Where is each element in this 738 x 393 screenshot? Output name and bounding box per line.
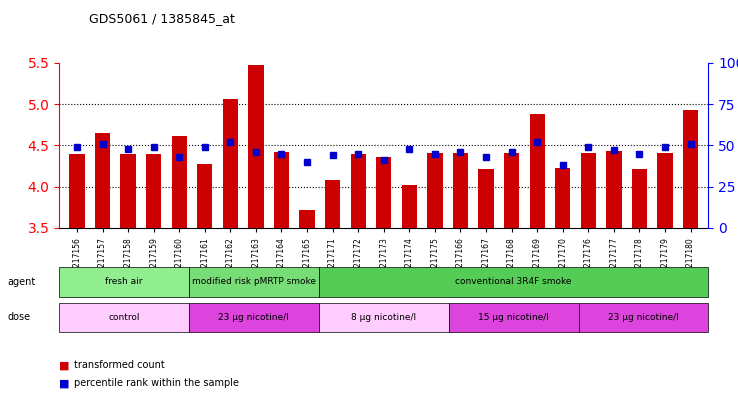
Bar	[69, 154, 85, 228]
Text: control: control	[108, 313, 139, 322]
Text: conventional 3R4F smoke: conventional 3R4F smoke	[455, 277, 572, 286]
Bar	[248, 64, 263, 228]
Bar	[529, 114, 545, 228]
Bar	[427, 153, 443, 228]
Bar	[555, 168, 570, 228]
Text: 23 μg nicotine/l: 23 μg nicotine/l	[608, 313, 679, 322]
Text: 23 μg nicotine/l: 23 μg nicotine/l	[218, 313, 289, 322]
Text: dose: dose	[7, 312, 30, 322]
Bar	[478, 169, 494, 228]
Bar	[401, 185, 417, 228]
Bar	[300, 210, 314, 228]
Text: 8 μg nicotine/l: 8 μg nicotine/l	[351, 313, 416, 322]
Text: agent: agent	[7, 277, 35, 287]
Text: ■: ■	[59, 378, 69, 388]
Bar	[453, 153, 468, 228]
Bar	[351, 154, 366, 228]
Bar	[197, 163, 213, 228]
Text: percentile rank within the sample: percentile rank within the sample	[74, 378, 239, 388]
Bar	[606, 151, 621, 228]
Bar	[120, 154, 136, 228]
Bar	[683, 110, 698, 228]
Bar	[95, 133, 110, 228]
Text: modified risk pMRTP smoke: modified risk pMRTP smoke	[192, 277, 316, 286]
Bar	[325, 180, 340, 228]
Bar	[504, 153, 520, 228]
Bar	[376, 157, 391, 228]
Bar	[658, 153, 672, 228]
Bar	[171, 136, 187, 228]
Text: GDS5061 / 1385845_at: GDS5061 / 1385845_at	[89, 12, 235, 25]
Text: 15 μg nicotine/l: 15 μg nicotine/l	[478, 313, 549, 322]
Text: ■: ■	[59, 360, 69, 371]
Text: transformed count: transformed count	[74, 360, 165, 371]
Bar	[223, 99, 238, 228]
Text: fresh air: fresh air	[106, 277, 142, 286]
Bar	[581, 153, 596, 228]
Bar	[146, 154, 162, 228]
Bar	[274, 152, 289, 228]
Bar	[632, 169, 647, 228]
